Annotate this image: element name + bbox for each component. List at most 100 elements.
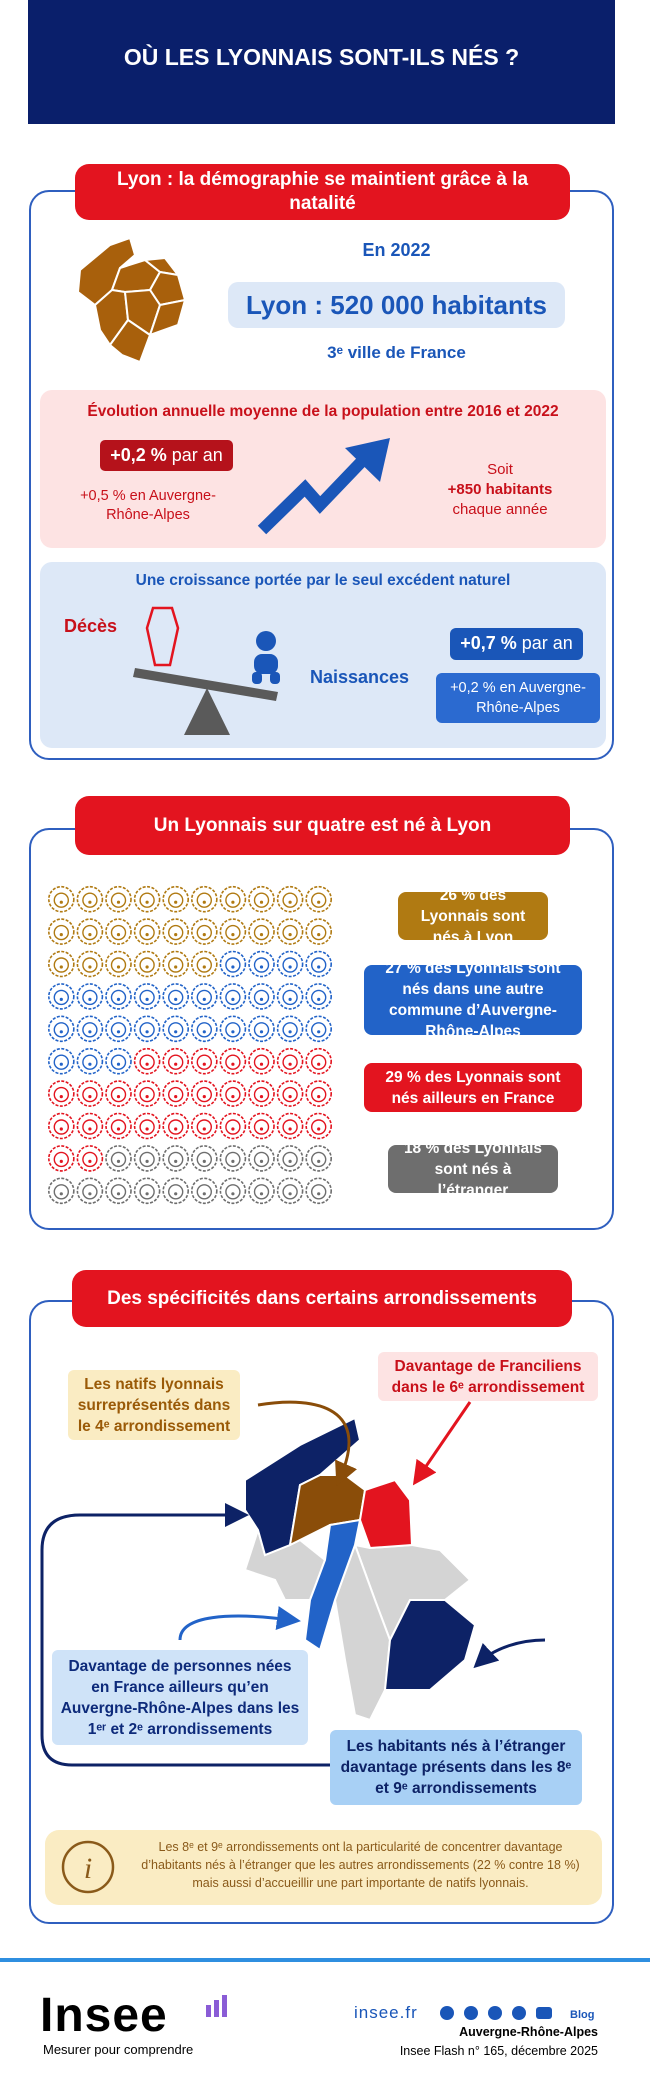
panel-title: Évolution annuelle moyenne de la populat… — [87, 403, 559, 420]
face — [311, 1022, 327, 1038]
gain: +850 habitants — [447, 481, 553, 498]
blog[interactable]: Blog — [570, 2009, 595, 2021]
face — [311, 989, 327, 1006]
mane — [105, 1177, 132, 1205]
mane — [162, 1112, 189, 1140]
face — [110, 989, 127, 1006]
lion-icon — [276, 983, 304, 1010]
face — [311, 892, 327, 908]
face — [139, 1119, 155, 1135]
mane — [162, 885, 189, 913]
face — [139, 1151, 155, 1168]
face — [253, 957, 270, 973]
arrow — [473, 1638, 546, 1669]
face — [110, 1184, 127, 1200]
lion-icon — [105, 1177, 132, 1205]
nose — [259, 1062, 264, 1066]
face — [311, 1119, 327, 1135]
lion-icon — [105, 950, 132, 978]
lion-icon — [191, 1145, 218, 1172]
mane — [133, 1015, 161, 1043]
lion-icon — [47, 950, 75, 978]
nose — [259, 1127, 264, 1131]
mane — [191, 1080, 218, 1107]
lion-icon — [162, 1177, 189, 1205]
mane — [248, 983, 275, 1010]
mane — [105, 918, 132, 945]
waffle-label: 18 % des Lyonnais sont nés à l’étranger — [388, 1140, 558, 1199]
nose — [174, 1127, 178, 1131]
waffle-label: 27 % des Lyonnais sont nés dans une autr… — [364, 960, 582, 1040]
mane — [305, 1177, 333, 1205]
region-rate: +0,5 % en Auvergne-Rhône-Alpes — [80, 488, 216, 523]
nose — [174, 997, 178, 1002]
nose — [202, 1062, 206, 1066]
face — [82, 1022, 98, 1038]
nose — [288, 997, 292, 1002]
lion-icon — [305, 1145, 333, 1172]
callout: Les natifs lyonnais surreprésentés dans … — [68, 1370, 240, 1440]
population-box — [228, 282, 565, 328]
lion-icon — [305, 918, 333, 945]
face — [311, 1184, 327, 1200]
year: En 2022 — [362, 240, 431, 260]
nose — [288, 933, 292, 937]
lion-icon — [191, 885, 218, 913]
lyon-icon — [76, 236, 187, 364]
mane — [133, 918, 161, 945]
lion-icon — [191, 1112, 218, 1140]
gain-block: Soit +850 habitants chaque année — [420, 460, 580, 520]
nose — [174, 1030, 178, 1034]
nose — [317, 1159, 321, 1163]
nose — [116, 933, 121, 937]
birth-rate-unit: par an — [521, 633, 573, 653]
nose — [202, 933, 206, 937]
nose — [231, 1159, 235, 1163]
face — [82, 1151, 98, 1168]
face — [253, 989, 270, 1006]
face — [225, 1054, 241, 1070]
nose — [202, 965, 206, 969]
mane — [191, 1047, 218, 1075]
mane — [305, 1047, 333, 1075]
nose — [202, 1030, 206, 1034]
mane — [191, 1015, 218, 1043]
lion-icon — [248, 1080, 275, 1107]
lion-icon — [47, 1177, 75, 1205]
lion-icon — [276, 1047, 304, 1075]
nose — [116, 1192, 121, 1196]
face — [53, 1054, 69, 1070]
url[interactable]: insee.fr — [354, 2003, 418, 2022]
face — [167, 892, 184, 908]
face — [167, 924, 184, 941]
nose — [202, 1192, 206, 1196]
lion-icon — [191, 1047, 218, 1075]
mane — [162, 1177, 189, 1205]
lion-icon — [248, 918, 275, 945]
rate-unit: par an — [171, 445, 223, 465]
nose — [202, 997, 206, 1002]
lion-icon — [47, 1112, 75, 1140]
face — [253, 1151, 270, 1168]
face — [196, 924, 213, 941]
births: Naissances — [310, 667, 410, 687]
lion-icon — [305, 983, 333, 1010]
lion-icon — [47, 1080, 75, 1107]
face — [253, 1184, 270, 1200]
nose — [202, 1095, 206, 1099]
mane — [305, 1112, 333, 1140]
lion-icon — [105, 983, 132, 1010]
social-icons[interactable] — [440, 2006, 552, 2020]
nose — [288, 1127, 292, 1131]
nose — [231, 997, 235, 1002]
nose — [259, 1095, 264, 1099]
nose — [88, 1062, 92, 1066]
lion-icon — [76, 1145, 104, 1172]
growth-arrow — [257, 453, 370, 535]
lion-icon — [305, 1015, 333, 1043]
face — [110, 1086, 127, 1103]
mane — [305, 983, 333, 1010]
mane — [76, 983, 104, 1010]
mane — [47, 1145, 75, 1172]
nose — [231, 900, 235, 904]
